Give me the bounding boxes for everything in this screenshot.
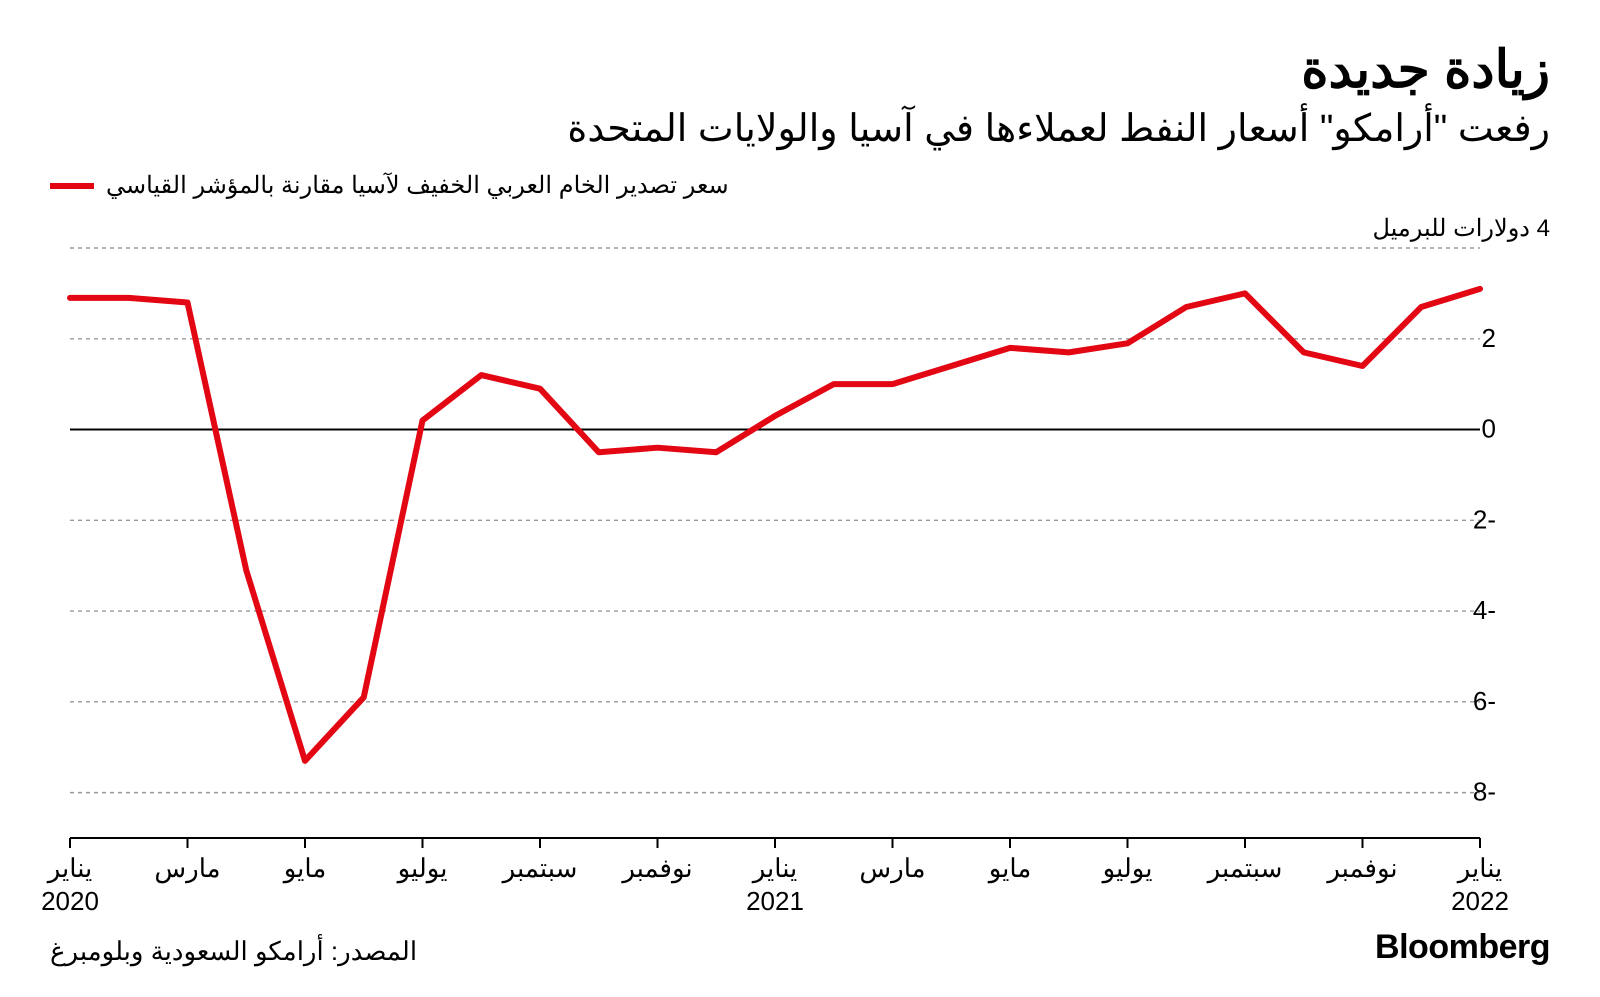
- x-axis-label: نوفمبر: [622, 852, 692, 885]
- source-attribution: المصدر: أرامكو السعودية وبلومبرغ: [50, 936, 417, 967]
- line-chart-svg: 2 0 -2 -4 -6 -8: [50, 218, 1550, 848]
- svg-text:-2: -2: [1473, 504, 1496, 534]
- y-axis-unit-label: 4 دولارات للبرميل: [1372, 214, 1550, 243]
- x-axis-label: مارس: [859, 852, 925, 885]
- svg-text:0: 0: [1482, 414, 1496, 444]
- x-axis-label: يوليو: [1103, 852, 1153, 885]
- chart-area: 4 دولارات للبرميل 20-2-4-6-8: [50, 218, 1550, 848]
- x-axis-label: يناير2021: [746, 852, 804, 917]
- x-axis-label: نوفمبر: [1327, 852, 1397, 885]
- chart-subtitle: رفعت "أرامكو" أسعار النفط لعملاءها في آس…: [50, 106, 1550, 151]
- x-axis-label: مايو: [284, 852, 327, 885]
- chart-title: زيادة جديدة: [50, 40, 1550, 100]
- legend-swatch: [50, 183, 94, 189]
- legend: سعر تصدير الخام العربي الخفيف لآسيا مقار…: [50, 171, 1550, 200]
- x-axis-label: يوليو: [398, 852, 448, 885]
- svg-text:-8: -8: [1473, 777, 1496, 807]
- chart-footer: Bloomberg المصدر: أرامكو السعودية وبلومب…: [50, 928, 1550, 967]
- x-axis-label: مايو: [989, 852, 1032, 885]
- svg-text:-6: -6: [1473, 686, 1496, 716]
- x-axis-labels: يناير2020مارسمايويوليوسبتمبرنوفمبريناير2…: [50, 848, 1550, 928]
- x-axis-label: مارس: [154, 852, 220, 885]
- x-axis-label: يناير2022: [1451, 852, 1509, 917]
- x-axis-label: سبتمبر: [1208, 852, 1283, 885]
- legend-label: سعر تصدير الخام العربي الخفيف لآسيا مقار…: [106, 171, 729, 200]
- brand-logo: Bloomberg: [1375, 928, 1550, 967]
- x-axis-label: سبتمبر: [503, 852, 578, 885]
- svg-text:2: 2: [1482, 323, 1496, 353]
- svg-text:-4: -4: [1473, 595, 1496, 625]
- x-axis-label: يناير2020: [41, 852, 99, 917]
